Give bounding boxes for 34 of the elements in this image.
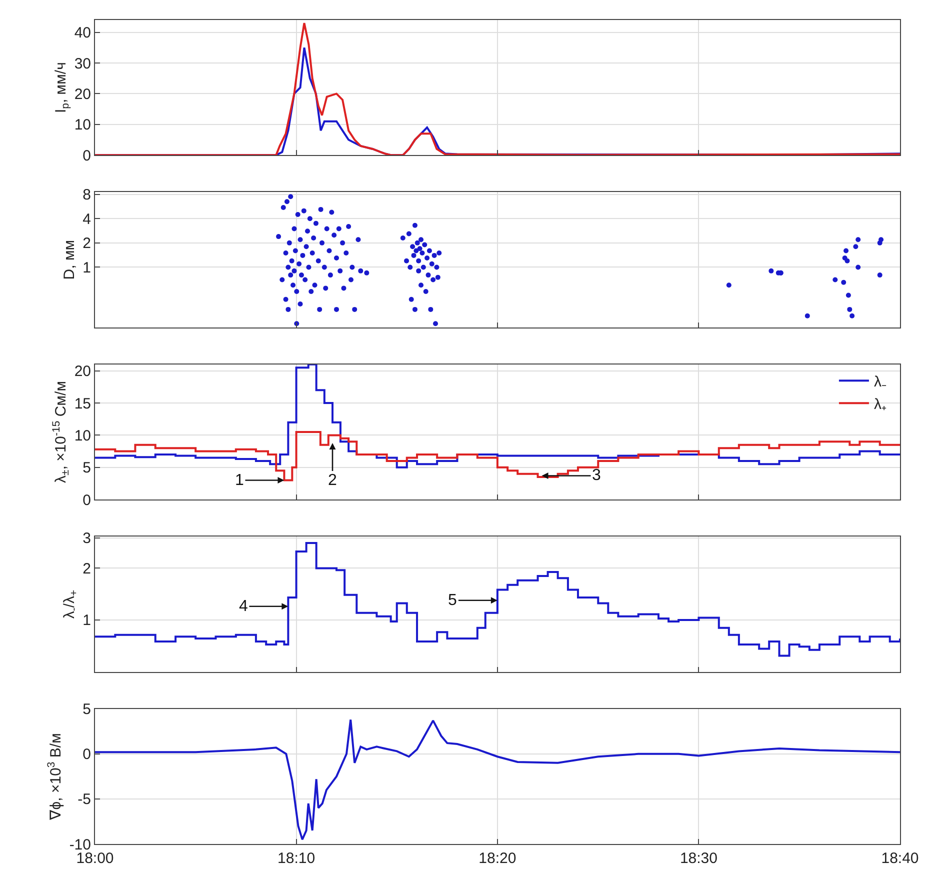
y-tick-label: 10 — [74, 427, 91, 444]
y-tick-label: 10 — [74, 116, 91, 134]
x-tick-label: 18:20 — [478, 850, 516, 867]
legend-label: λ₋ — [874, 374, 886, 391]
y-axis-title: D, мм — [60, 240, 78, 280]
annotation: 4 — [239, 598, 248, 615]
line-series — [95, 22, 900, 156]
annotation: 5 — [448, 592, 457, 609]
x-tick-label: 18:40 — [881, 850, 919, 867]
x-tick-label: 18:10 — [278, 850, 316, 867]
y-tick-label: 8 — [82, 186, 91, 204]
y-tick-label: 3 — [82, 530, 91, 548]
y-tick-label: 20 — [74, 363, 91, 380]
annotation: 1 — [235, 472, 244, 489]
y-tick-label: 0 — [82, 746, 91, 764]
annotation: 3 — [592, 467, 601, 484]
y-tick-label: 5 — [82, 701, 91, 718]
x-tick-label: 18:30 — [680, 850, 718, 867]
y-tick-label: 15 — [74, 395, 91, 412]
y-tick-label: 1 — [82, 259, 91, 276]
y-tick-label: 0 — [82, 492, 91, 509]
y-tick-label: 2 — [82, 560, 91, 578]
y-tick-label: 20 — [74, 86, 91, 103]
annotation: 2 — [328, 472, 337, 489]
y-tick-label: 1 — [82, 612, 91, 630]
line-series — [95, 718, 900, 840]
y-tick-label: 2 — [82, 235, 91, 252]
y-tick-label: 40 — [74, 24, 91, 42]
y-tick-label: 5 — [82, 460, 91, 477]
y-tick-label: 0 — [82, 147, 91, 164]
legend-label: λ₊ — [874, 396, 886, 414]
y-tick-label: 30 — [74, 55, 91, 72]
y-tick-label: 4 — [82, 210, 91, 228]
y-tick-label: -5 — [78, 791, 91, 808]
